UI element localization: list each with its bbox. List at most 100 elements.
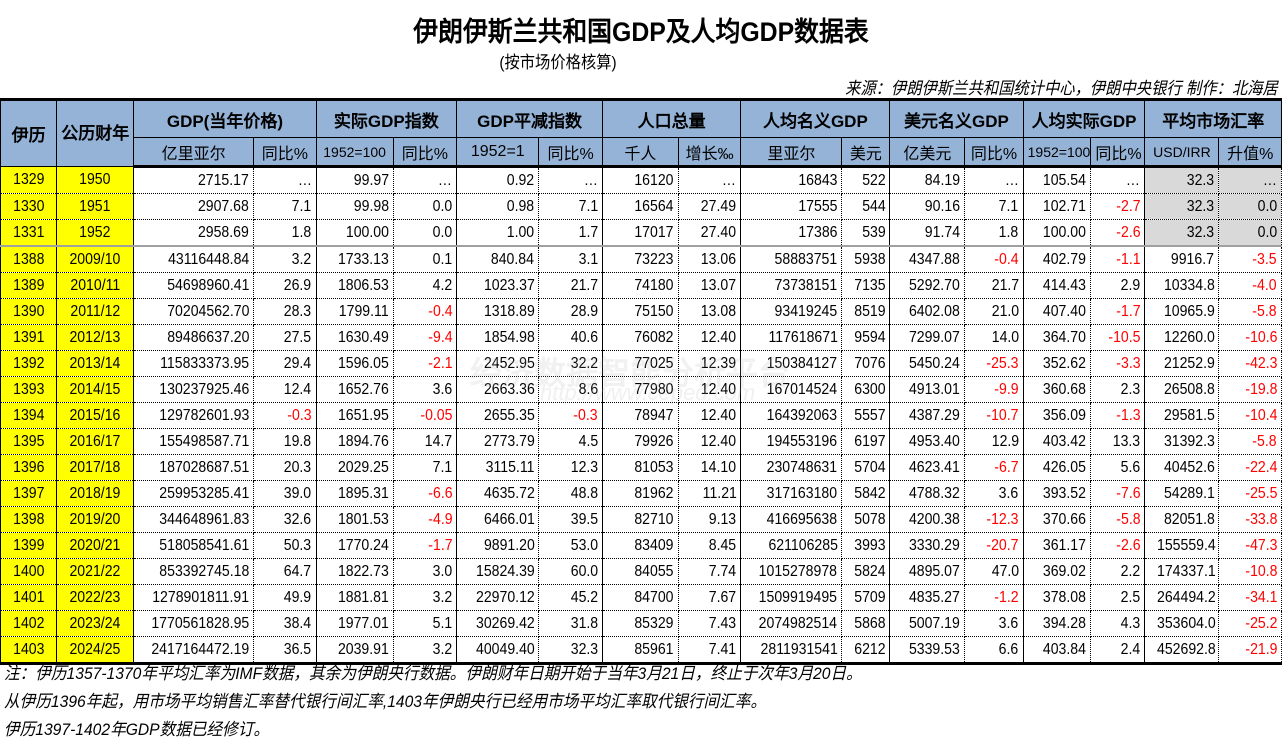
table-cell: 39.5 bbox=[538, 506, 603, 533]
table-cell: 544 bbox=[841, 193, 891, 220]
cell-value: 1015278978 bbox=[759, 562, 838, 580]
table-cell: 19.8 bbox=[253, 428, 317, 455]
table-cell: 0.92 bbox=[456, 166, 540, 194]
cell-value: 2655.35 bbox=[483, 406, 535, 424]
cell-value: 36.5 bbox=[284, 640, 312, 658]
table-cell: 7299.07 bbox=[889, 324, 966, 351]
table-cell: 32.2 bbox=[538, 350, 603, 377]
table-cell: 12.3 bbox=[538, 454, 603, 481]
table-cell: 1.8 bbox=[253, 219, 317, 247]
cell-value: 1952 bbox=[79, 223, 111, 241]
table-cell: 352.62 bbox=[1022, 350, 1092, 377]
table-cell: 414.43 bbox=[1022, 272, 1092, 299]
table-cell: 7.1 bbox=[964, 193, 1024, 220]
table-row: 1391 2012/13 89486637.20 27.5 1630.49 -9.4 185… bbox=[0, 324, 1282, 351]
cell-value: 2.5 bbox=[1120, 588, 1141, 606]
cell-value: 7.43 bbox=[709, 614, 737, 632]
cell-value: 1395 bbox=[12, 432, 45, 450]
table-cell: 32.3 bbox=[1144, 219, 1220, 247]
table-cell: -10.8 bbox=[1218, 558, 1282, 585]
cell-value: 5078 bbox=[854, 510, 886, 528]
cell-value: 14.0 bbox=[991, 328, 1019, 346]
cell-value: 2015/16 bbox=[69, 406, 121, 424]
table-row: 1399 2020/21 518058541.61 50.3 1770.24 -1.7 98… bbox=[0, 532, 1282, 559]
cell-value: 45.2 bbox=[570, 588, 598, 606]
table-cell: 64.7 bbox=[253, 558, 317, 585]
cell-value: -20.7 bbox=[986, 536, 1019, 554]
table-cell: … bbox=[677, 166, 742, 194]
cell-value: 352.62 bbox=[1043, 354, 1087, 372]
cell-value: 12.4 bbox=[284, 380, 312, 398]
table-cell: 15824.39 bbox=[456, 558, 540, 585]
table-cell: 1977.01 bbox=[315, 610, 394, 637]
table-cell: 21.7 bbox=[964, 272, 1024, 299]
table-cell: 21252.9 bbox=[1144, 350, 1220, 377]
cell-value: 4.2 bbox=[432, 276, 453, 294]
cell-value: 7.67 bbox=[709, 588, 737, 606]
cell-value: 2663.36 bbox=[483, 380, 535, 398]
table-cell: -2.1 bbox=[392, 350, 458, 377]
cell-value: 194553196 bbox=[766, 432, 838, 450]
table-cell: 7.74 bbox=[677, 558, 742, 585]
table-cell: 7.1 bbox=[538, 193, 603, 220]
header-gdp-deflator: GDP平减指数 bbox=[456, 98, 603, 138]
cell-value: 1393 bbox=[12, 380, 45, 398]
table-cell: 1806.53 bbox=[315, 272, 394, 299]
table-cell: 82051.8 bbox=[1144, 506, 1220, 533]
table-cell: -10.5 bbox=[1090, 324, 1146, 351]
cell-value: 43116448.84 bbox=[167, 250, 250, 268]
cell-value: -5.8 bbox=[1116, 510, 1141, 528]
cell-value: 3.2 bbox=[291, 250, 312, 268]
table-cell: 6402.08 bbox=[889, 298, 966, 325]
table-cell: 91.74 bbox=[889, 219, 966, 247]
table-cell: 2022/23 bbox=[56, 584, 135, 611]
cell-value: 1596.05 bbox=[337, 354, 389, 372]
table-cell: -3.5 bbox=[1218, 245, 1282, 273]
table-cell: 16843 bbox=[740, 166, 843, 194]
cell-value: 416695638 bbox=[766, 510, 838, 528]
table-cell: 7.41 bbox=[677, 636, 742, 665]
table-cell: 2417164472.19 bbox=[133, 636, 255, 665]
table-cell: 17017 bbox=[601, 219, 679, 247]
cell-value: 1318.89 bbox=[483, 302, 535, 320]
table-cell: 5078 bbox=[841, 506, 891, 533]
table-cell: 1651.95 bbox=[315, 402, 394, 429]
table-cell: -1.3 bbox=[1090, 402, 1146, 429]
cell-value: 1398 bbox=[12, 510, 45, 528]
cell-value: 32.3 bbox=[1187, 223, 1215, 241]
table-cell: 4200.38 bbox=[889, 506, 966, 533]
table-cell: 12.40 bbox=[677, 402, 742, 429]
cell-value: -19.8 bbox=[1244, 380, 1277, 398]
table-cell: 4387.29 bbox=[889, 402, 966, 429]
cell-value: 50.3 bbox=[284, 536, 312, 554]
table-cell: 369.02 bbox=[1022, 558, 1092, 585]
table-cell: 2017/18 bbox=[56, 454, 135, 481]
table-cell: 16120 bbox=[601, 166, 679, 194]
table-cell: 20.3 bbox=[253, 454, 317, 481]
table-cell: 2663.36 bbox=[456, 376, 540, 403]
table-cell: 14.7 bbox=[392, 428, 458, 455]
table-cell: -9.4 bbox=[392, 324, 458, 351]
table-cell: 2016/17 bbox=[56, 428, 135, 455]
table-cell: 155498587.71 bbox=[133, 428, 255, 455]
cell-value: -6.7 bbox=[994, 458, 1019, 476]
table-cell: -5.8 bbox=[1218, 298, 1282, 325]
cell-value: 93419245 bbox=[774, 302, 838, 320]
source-note: 来源：伊朗伊斯兰共和国统计中心，伊朗中央银行 制作：北海居 bbox=[845, 79, 1278, 98]
table-cell: 16564 bbox=[601, 193, 679, 220]
cell-value: -25.5 bbox=[1244, 484, 1277, 502]
table-cell: 0.98 bbox=[456, 193, 540, 220]
table-cell: -19.8 bbox=[1218, 376, 1282, 403]
table-cell: 5292.70 bbox=[889, 272, 966, 299]
cell-value: 26.9 bbox=[284, 276, 312, 294]
table-cell: 5938 bbox=[841, 245, 891, 273]
table-cell: 452692.8 bbox=[1144, 636, 1220, 665]
table-cell: 73738151 bbox=[740, 272, 843, 299]
cell-value: 32.3 bbox=[1187, 171, 1215, 189]
cell-value: -22.4 bbox=[1244, 458, 1277, 476]
table-cell: 1391 bbox=[0, 324, 58, 351]
table-cell: 1401 bbox=[0, 584, 58, 611]
cell-value: 7.1 bbox=[291, 197, 312, 215]
table-row: 1388 2009/10 43116448.84 3.2 1733.13 0.1 840.8… bbox=[0, 245, 1282, 273]
table-cell: 5339.53 bbox=[889, 636, 966, 665]
